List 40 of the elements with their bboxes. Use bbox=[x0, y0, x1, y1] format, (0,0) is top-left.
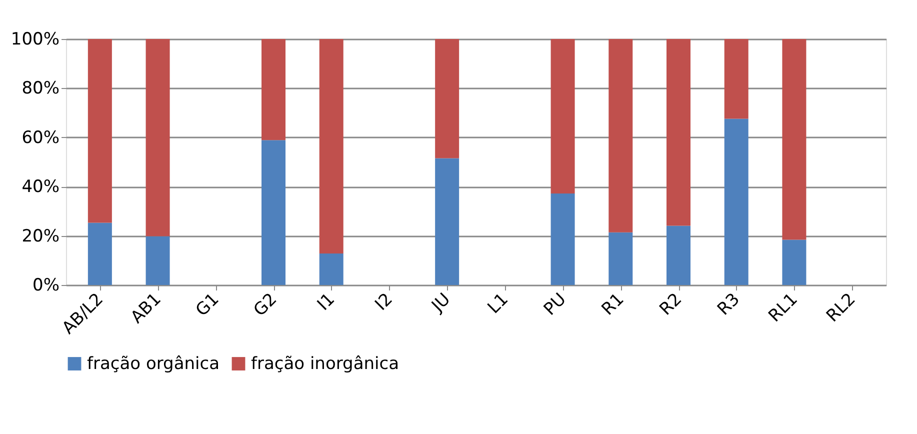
bar bbox=[724, 118, 748, 285]
x-tick-label: L1 bbox=[484, 289, 512, 318]
bar bbox=[435, 158, 460, 285]
x-tick-label: PU bbox=[540, 289, 570, 320]
bar bbox=[782, 39, 806, 240]
x-tick-label: R3 bbox=[714, 289, 744, 320]
x-tick-label: JU bbox=[427, 289, 455, 317]
y-tick-label: 0% bbox=[32, 276, 60, 296]
bar bbox=[550, 39, 575, 194]
bar bbox=[608, 232, 633, 285]
x-tick-label: I1 bbox=[314, 289, 339, 315]
legend-label: fração orgânica bbox=[87, 354, 220, 374]
bar bbox=[666, 226, 690, 285]
bar bbox=[88, 222, 112, 285]
bar bbox=[319, 39, 344, 254]
y-tick-label: 80% bbox=[22, 78, 60, 99]
x-tick-label: G1 bbox=[192, 289, 224, 321]
x-tick-label: G2 bbox=[250, 289, 282, 321]
x-tick-label: R1 bbox=[598, 289, 628, 320]
bar bbox=[146, 39, 170, 236]
bar bbox=[782, 240, 806, 285]
y-tick-label: 40% bbox=[22, 177, 60, 198]
bar bbox=[608, 39, 633, 232]
bar bbox=[262, 39, 286, 140]
x-tick-label: RL1 bbox=[764, 289, 802, 326]
legend-label: fração inorgânica bbox=[251, 354, 400, 374]
x-tick-label: R2 bbox=[656, 289, 686, 320]
bar bbox=[550, 193, 575, 285]
x-tick-label: I2 bbox=[371, 289, 397, 315]
bar bbox=[262, 140, 286, 285]
bar bbox=[666, 39, 690, 226]
x-tick-label: RL2 bbox=[822, 289, 860, 326]
y-tick-label: 60% bbox=[22, 128, 60, 148]
bar bbox=[319, 254, 344, 285]
bar bbox=[435, 39, 460, 158]
y-tick-label: 100% bbox=[10, 30, 60, 50]
bar bbox=[146, 236, 170, 285]
bar bbox=[88, 39, 112, 223]
y-tick-label: 20% bbox=[22, 226, 60, 246]
bar bbox=[724, 39, 748, 119]
